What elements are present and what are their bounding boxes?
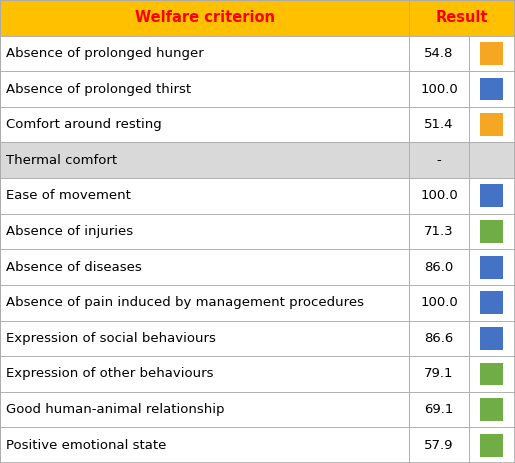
Text: Absence of diseases: Absence of diseases: [6, 261, 142, 274]
Bar: [409, 178, 469, 214]
Bar: [409, 249, 469, 285]
Text: 54.8: 54.8: [424, 47, 454, 60]
Bar: [0, 143, 409, 178]
Text: -: -: [437, 154, 441, 167]
Bar: [480, 113, 503, 136]
Bar: [0, 392, 409, 427]
Text: Ease of movement: Ease of movement: [6, 189, 131, 202]
Bar: [0, 107, 409, 143]
Text: 86.6: 86.6: [424, 332, 454, 345]
Bar: [409, 285, 469, 320]
Text: 86.0: 86.0: [424, 261, 454, 274]
Bar: [409, 356, 469, 392]
Text: Absence of prolonged hunger: Absence of prolonged hunger: [6, 47, 204, 60]
Text: 57.9: 57.9: [424, 438, 454, 452]
Bar: [480, 220, 503, 243]
Bar: [469, 178, 515, 214]
Bar: [469, 143, 515, 178]
Text: Thermal comfort: Thermal comfort: [6, 154, 117, 167]
Text: Result: Result: [436, 10, 488, 25]
Bar: [469, 392, 515, 427]
Bar: [469, 36, 515, 71]
Bar: [409, 392, 469, 427]
Text: Positive emotional state: Positive emotional state: [6, 438, 166, 452]
Text: Absence of injuries: Absence of injuries: [6, 225, 133, 238]
Bar: [0, 249, 409, 285]
Text: Absence of prolonged thirst: Absence of prolonged thirst: [6, 82, 191, 95]
Bar: [409, 427, 469, 463]
Bar: [469, 107, 515, 143]
Bar: [480, 42, 503, 65]
Bar: [469, 71, 515, 107]
Text: 71.3: 71.3: [424, 225, 454, 238]
Bar: [0, 178, 409, 214]
Bar: [480, 78, 503, 100]
Bar: [480, 256, 503, 279]
Bar: [409, 214, 469, 249]
Text: Welfare criterion: Welfare criterion: [135, 10, 274, 25]
Text: 100.0: 100.0: [420, 82, 458, 95]
Bar: [480, 434, 503, 457]
Bar: [0, 36, 409, 71]
Bar: [480, 327, 503, 350]
Bar: [480, 291, 503, 314]
Bar: [409, 0, 515, 36]
Text: Good human-animal relationship: Good human-animal relationship: [6, 403, 225, 416]
Bar: [0, 427, 409, 463]
Text: 79.1: 79.1: [424, 368, 454, 381]
Bar: [480, 184, 503, 207]
Text: 100.0: 100.0: [420, 189, 458, 202]
Bar: [469, 249, 515, 285]
Text: Expression of other behaviours: Expression of other behaviours: [6, 368, 214, 381]
Bar: [0, 285, 409, 320]
Bar: [0, 0, 409, 36]
Text: Absence of pain induced by management procedures: Absence of pain induced by management pr…: [6, 296, 364, 309]
Text: 100.0: 100.0: [420, 296, 458, 309]
Bar: [0, 71, 409, 107]
Text: 69.1: 69.1: [424, 403, 454, 416]
Text: Comfort around resting: Comfort around resting: [6, 118, 162, 131]
Bar: [469, 320, 515, 356]
Bar: [469, 285, 515, 320]
Bar: [409, 143, 469, 178]
Bar: [409, 36, 469, 71]
Bar: [409, 320, 469, 356]
Bar: [480, 398, 503, 421]
Bar: [469, 214, 515, 249]
Text: Expression of social behaviours: Expression of social behaviours: [6, 332, 216, 345]
Bar: [0, 356, 409, 392]
Text: 51.4: 51.4: [424, 118, 454, 131]
Bar: [0, 320, 409, 356]
Bar: [480, 363, 503, 385]
Bar: [409, 107, 469, 143]
Bar: [0, 214, 409, 249]
Bar: [469, 427, 515, 463]
Bar: [469, 356, 515, 392]
Bar: [409, 71, 469, 107]
